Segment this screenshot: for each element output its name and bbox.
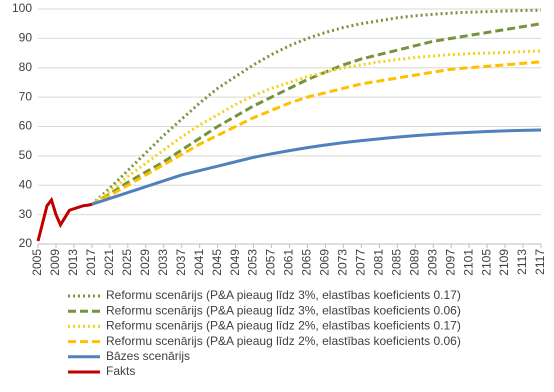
x-tick-label: 2017: [84, 249, 98, 276]
x-tick-label: 2053: [246, 249, 260, 276]
x-tick-label: 2005: [30, 249, 44, 276]
series-line: [91, 60, 542, 206]
x-tick-label: 2097: [443, 249, 457, 276]
x-tick-label: 2105: [479, 249, 493, 276]
y-tick-label: 40: [19, 177, 33, 191]
x-tick-label: 2089: [407, 249, 421, 276]
series-line: [91, 49, 542, 206]
x-tick-label: 2041: [192, 249, 206, 276]
series-line: [91, 22, 542, 206]
x-tick-label: 2045: [210, 249, 224, 276]
y-tick-label: 20: [19, 236, 33, 250]
x-tick-label: 2073: [336, 249, 350, 276]
y-tick-label: 60: [19, 119, 33, 133]
x-tick-label: 2065: [300, 249, 314, 276]
x-tick-label: 2057: [264, 249, 278, 276]
x-tick-label: 2037: [174, 249, 188, 276]
x-tick-label: 2009: [48, 249, 62, 276]
x-tick-label: 2049: [228, 249, 242, 276]
x-tick-label: 2013: [66, 249, 80, 276]
x-tick-label: 2109: [497, 249, 511, 276]
x-tick-label: 2085: [389, 249, 403, 276]
y-tick-label: 100: [12, 1, 32, 15]
x-tick-label: 2101: [461, 249, 475, 276]
series-line: [91, 128, 542, 206]
y-tick-label: 70: [19, 89, 33, 103]
x-tick-label: 2069: [318, 249, 332, 276]
x-tick-label: 2033: [156, 249, 170, 276]
series-line: [36, 196, 93, 242]
legend-label: Bāzes scenārijs: [106, 349, 190, 363]
x-tick-label: 2117: [533, 249, 547, 275]
legend-label: Reformu scenārijs (P&A pieaug līdz 3%, e…: [106, 288, 461, 302]
x-tick-label: 2077: [354, 249, 368, 276]
x-tick-label: 2093: [425, 249, 439, 276]
x-tick-label: 2081: [371, 249, 385, 276]
x-tick-label: 2113: [515, 249, 529, 275]
legend-label: Reformu scenārijs (P&A pieaug līdz 3%, e…: [106, 303, 461, 317]
y-tick-label: 90: [19, 31, 33, 45]
y-tick-label: 50: [19, 148, 33, 162]
x-tick-label: 2021: [102, 249, 116, 276]
legend-label: Reformu scenārijs (P&A pieaug līdz 2%, e…: [106, 334, 461, 348]
x-tick-label: 2061: [282, 249, 296, 276]
legend-label: Fakts: [106, 364, 135, 378]
series-line: [90, 8, 542, 206]
x-tick-label: 2029: [138, 249, 152, 276]
x-tick-label: 2025: [120, 249, 134, 276]
y-tick-label: 30: [19, 207, 33, 221]
y-tick-label: 80: [19, 60, 33, 74]
legend-label: Reformu scenārijs (P&A pieaug līdz 2%, e…: [106, 319, 461, 333]
